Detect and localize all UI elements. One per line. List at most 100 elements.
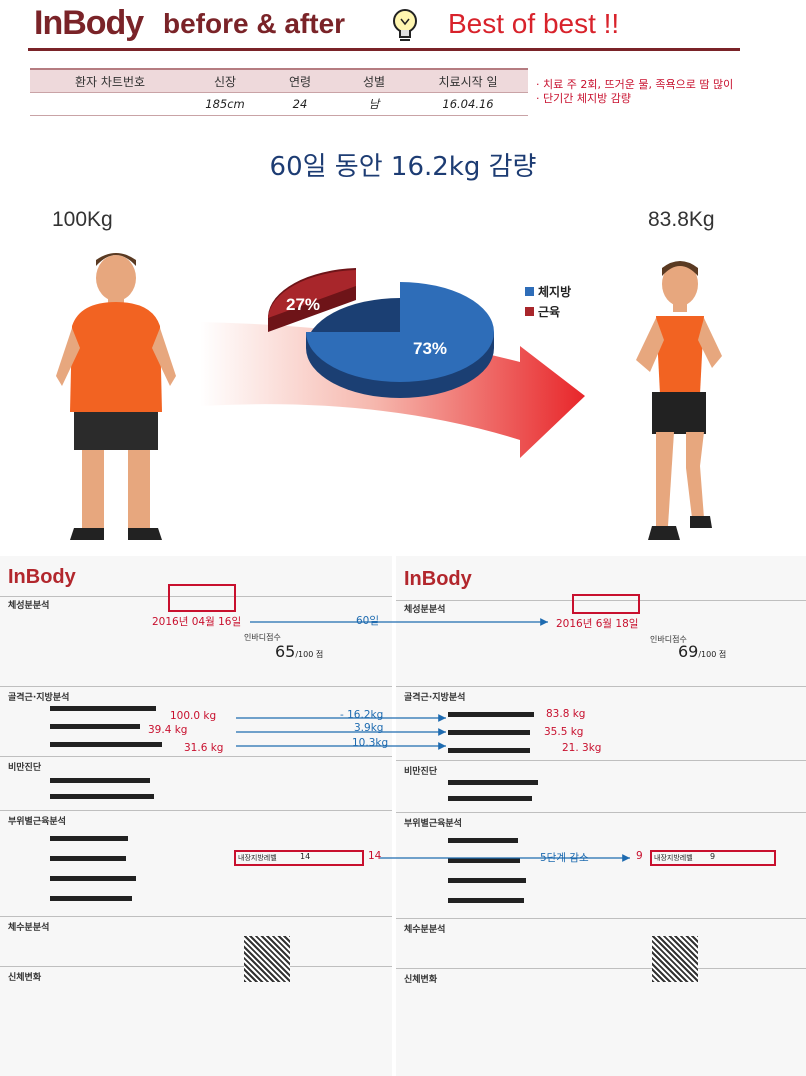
value-chart-no	[30, 92, 190, 116]
qr-code	[244, 936, 290, 982]
best-of-best-label: Best of best !!	[448, 8, 620, 39]
muscle-change-label: 3.9kg	[354, 722, 384, 734]
fat-muscle-pie	[268, 268, 494, 398]
fat-bar	[50, 742, 162, 747]
note-item: · 단기간 체지방 감량	[536, 92, 631, 105]
legend-item-muscle: 근육	[525, 302, 571, 322]
value-age: 24	[260, 92, 340, 116]
before-after-illustration: 27% 73%	[56, 253, 722, 540]
weight-after-value: 83.8 kg	[546, 708, 586, 720]
visceral-label: 내장지방레벨	[238, 854, 277, 862]
seg-bar	[50, 836, 128, 841]
headline: 60일 동안 16.2kg 감량	[269, 152, 537, 182]
table-row: 185cm 24 남 16.04.16	[30, 92, 528, 116]
muscle-before-value: 39.4 kg	[148, 724, 188, 736]
section-history: 신체변화	[8, 973, 42, 983]
pie-label-fat: 73%	[413, 339, 447, 358]
section-water: 체수분분석	[404, 925, 446, 935]
muscle-after-value: 35.5 kg	[544, 726, 584, 738]
date-highlight-box	[168, 584, 236, 612]
weight-change-label: - 16.2kg	[340, 709, 384, 721]
legend-swatch-fat	[525, 287, 534, 296]
pie-slice-muscle	[268, 270, 356, 318]
visceral-change-label: 5단계 감소	[540, 852, 589, 864]
inbody-logo: InBody	[34, 4, 144, 42]
section-body-composition: 체성분분석	[404, 605, 446, 615]
pie-slice-fat	[306, 282, 494, 382]
pie-legend: 체지방 근육	[525, 282, 571, 322]
table-header-row: 환자 차트번호 신장 연령 성별 치료시작 일	[30, 68, 528, 93]
sheet-logo: InBody	[8, 566, 76, 588]
visceral-after-label: 9	[636, 850, 643, 862]
value-sex: 남	[340, 92, 408, 116]
bmi-bar	[50, 778, 150, 783]
sheet-logo: InBody	[404, 568, 472, 590]
value-height: 185cm	[190, 92, 260, 116]
page-title: before & after	[163, 8, 346, 39]
weight-bar	[448, 712, 534, 717]
section-water: 체수분분석	[8, 923, 50, 933]
visceral-highlight-box	[234, 850, 364, 866]
treatment-notes: · 치료 주 2회, 뜨거운 물, 족욕으로 땀 많이 · 단기간 체지방 감량	[536, 78, 733, 106]
note-item: · 치료 주 2회, 뜨거운 물, 족욕으로 땀 많이	[536, 78, 734, 91]
header-chart-no: 환자 차트번호	[30, 68, 190, 93]
weight-before: 100Kg	[52, 208, 113, 231]
section-segmental: 부위별근육분석	[8, 817, 66, 827]
fat-change-label: 10.3kg	[352, 737, 389, 749]
fat-bar	[448, 748, 530, 753]
seg-bar	[50, 856, 126, 861]
inbody-sheet-before: InBody 체성분분석 2016년 04월 16일 골격근·지방분석 100.…	[0, 556, 392, 1076]
score-label: 인바디점수	[244, 633, 281, 642]
seg-bar	[50, 896, 132, 901]
section-muscle-fat: 골격근·지방분석	[404, 693, 466, 703]
section-history: 신체변화	[404, 975, 438, 985]
inbody-sheet-after: InBody 체성분분석 2016년 6월 18일 골격근·지방분석 83.8 …	[396, 556, 806, 1076]
seg-bar	[448, 838, 518, 843]
seg-bar	[50, 876, 136, 881]
before-figure	[56, 253, 176, 540]
seg-bar	[448, 858, 520, 863]
visceral-label: 내장지방레벨	[654, 854, 693, 862]
after-figure	[636, 261, 722, 540]
muscle-bar	[448, 730, 530, 735]
weight-after: 83.8Kg	[648, 208, 715, 231]
qr-code	[652, 936, 698, 982]
muscle-bar	[50, 724, 140, 729]
seg-bar	[448, 898, 524, 903]
header-age: 연령	[260, 68, 340, 93]
legend-item-fat: 체지방	[525, 282, 571, 302]
section-muscle-fat: 골격근·지방분석	[8, 693, 70, 703]
patient-info-table: 환자 차트번호 신장 연령 성별 치료시작 일 185cm 24 남 16.04…	[30, 68, 528, 116]
legend-swatch-muscle	[525, 307, 534, 316]
section-segmental: 부위별근육분석	[404, 819, 462, 829]
seg-bar	[448, 878, 526, 883]
score-label: 인바디점수	[650, 635, 687, 644]
fat-before-value: 31.6 kg	[184, 742, 224, 754]
weight-before-value: 100.0 kg	[170, 710, 217, 722]
date-after: 2016년 6월 18일	[556, 618, 639, 630]
value-start-date: 16.04.16	[408, 92, 528, 116]
fat-after-value: 21. 3kg	[562, 742, 602, 754]
visceral-highlight-box	[650, 850, 776, 866]
section-body-composition: 체성분분석	[8, 601, 50, 611]
lightbulb-icon	[393, 9, 417, 41]
pbf-bar	[448, 796, 532, 801]
visceral-value: 14	[300, 852, 311, 861]
header-height: 신장	[190, 68, 260, 93]
days-label: 60일	[356, 615, 380, 627]
date-highlight-box	[572, 594, 640, 614]
section-obesity: 비만진단	[404, 767, 438, 777]
weight-bar	[50, 706, 156, 711]
bmi-bar	[448, 780, 538, 785]
section-obesity: 비만진단	[8, 763, 42, 773]
visceral-before-label: 14	[368, 850, 382, 862]
change-arrows	[236, 618, 630, 862]
visceral-value: 9	[710, 852, 716, 861]
header-sex: 성별	[340, 68, 408, 93]
pie-label-muscle: 27%	[286, 295, 320, 314]
header-divider	[28, 48, 740, 51]
score-value: 69/100 점	[678, 642, 727, 661]
date-before: 2016년 04월 16일	[152, 616, 242, 628]
pbf-bar	[50, 794, 154, 799]
header-start-date: 치료시작 일	[408, 68, 528, 93]
